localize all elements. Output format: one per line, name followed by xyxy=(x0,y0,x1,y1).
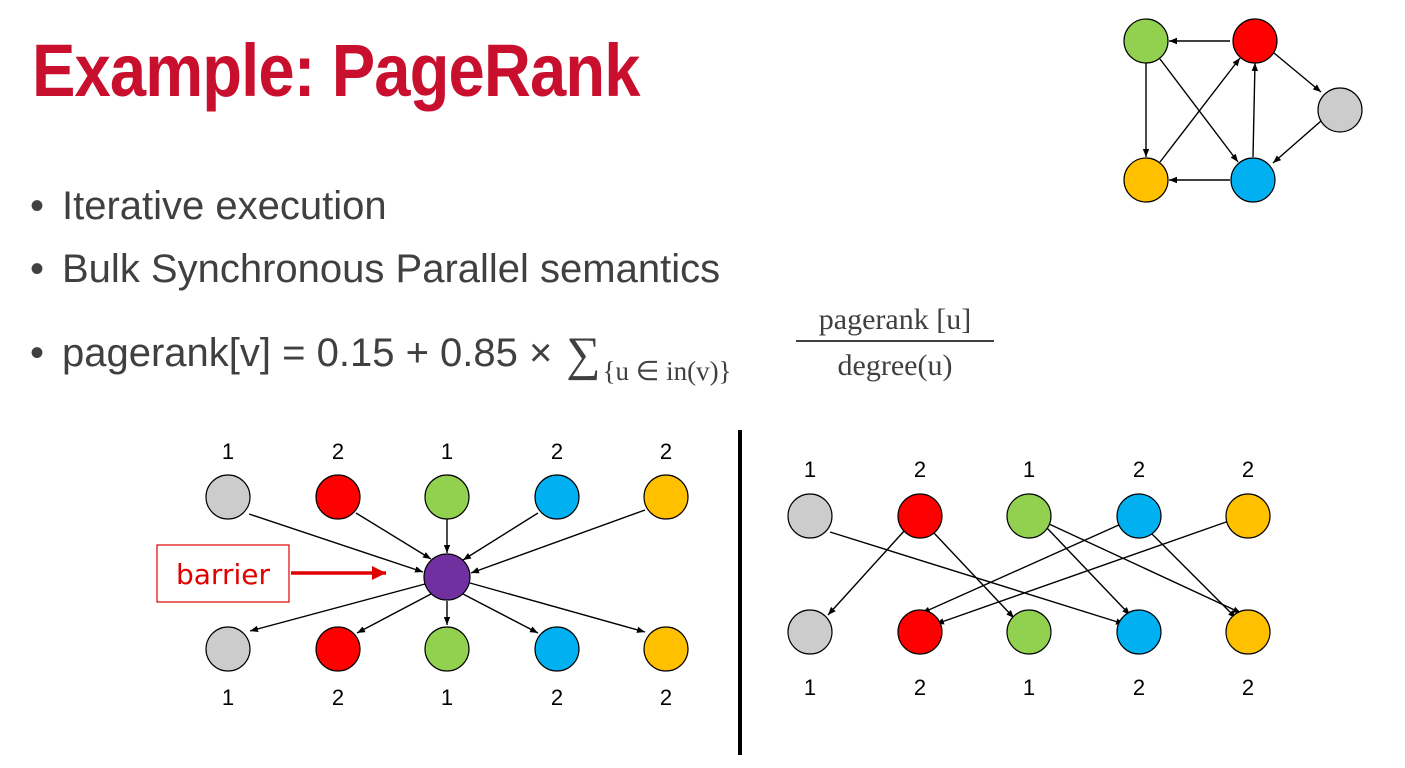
node-blue-top xyxy=(1116,493,1162,539)
bullet-iterative-execution: • Iterative execution xyxy=(30,184,387,228)
barrier-label: barrier xyxy=(176,558,270,591)
barrier-box xyxy=(156,544,290,603)
edge xyxy=(1272,120,1322,164)
edge xyxy=(1251,62,1259,158)
right-bottom-label-5: 2 xyxy=(1242,675,1254,700)
node-red-top xyxy=(897,493,943,539)
node-purple-center xyxy=(423,553,471,601)
left-top-label-5: 2 xyxy=(660,439,672,464)
bullet-text: Iterative execution xyxy=(62,184,387,228)
bullet-pagerank-formula: • pagerank[v] = 0.15 + 0.85 × ∑{u ∈ in(v)} xyxy=(30,328,732,386)
fraction-numerator: pagerank [u] xyxy=(796,300,994,342)
right-bottom-label-4: 2 xyxy=(1133,675,1145,700)
left-bottom-label-2: 2 xyxy=(332,685,344,710)
node-green xyxy=(1123,18,1169,64)
node-orange xyxy=(1123,157,1169,203)
sum-subscript: {u ∈ in(v)} xyxy=(602,356,732,386)
right-diagram: 1 2 1 2 2 1 2 1 2 2 xyxy=(787,457,1271,700)
right-top-label-5: 2 xyxy=(1242,457,1254,482)
edge xyxy=(469,582,646,633)
edge xyxy=(470,509,646,574)
edge xyxy=(462,593,539,634)
right-bottom-label-1: 1 xyxy=(804,675,816,700)
left-top-label-1: 1 xyxy=(222,439,234,464)
node-green-bottom xyxy=(424,626,470,672)
edge xyxy=(1273,52,1322,93)
edge xyxy=(1151,533,1237,619)
edge xyxy=(356,593,432,634)
node-orange-bottom xyxy=(1225,609,1271,655)
node-blue xyxy=(1230,157,1276,203)
edge xyxy=(248,513,424,573)
edge xyxy=(935,520,1230,625)
node-orange-top xyxy=(643,474,689,520)
edge xyxy=(1046,527,1131,616)
left-bottom-label-1: 1 xyxy=(222,685,234,710)
slide-title: Example: PageRank xyxy=(32,29,640,112)
node-red-bottom xyxy=(315,626,361,672)
edge xyxy=(1159,57,1241,163)
edge xyxy=(462,512,539,561)
right-top-label-2: 2 xyxy=(914,457,926,482)
formula-fraction: pagerank [u] degree(u) xyxy=(796,300,994,386)
bullet-text: Bulk Synchronous Parallel semantics xyxy=(62,247,721,291)
bullet-bsp-semantics: • Bulk Synchronous Parallel semantics xyxy=(30,247,721,291)
left-top-label-4: 2 xyxy=(551,439,563,464)
node-gray-bottom xyxy=(205,626,251,672)
left-bottom-label-5: 2 xyxy=(660,685,672,710)
node-green-top xyxy=(424,474,470,520)
node-green-bottom xyxy=(1006,609,1052,655)
node-gray xyxy=(1317,87,1363,133)
left-top-label-2: 2 xyxy=(332,439,344,464)
right-top-label-3: 1 xyxy=(1023,457,1035,482)
node-blue-bottom xyxy=(534,626,580,672)
node-blue-bottom xyxy=(1116,609,1162,655)
top-right-graph xyxy=(1123,18,1363,203)
left-bottom-label-3: 1 xyxy=(441,685,453,710)
right-top-label-1: 1 xyxy=(804,457,816,482)
left-diagram: 1 2 1 2 2 1 2 1 2 2 barrier xyxy=(156,439,689,710)
edge xyxy=(249,583,426,633)
left-top-label-3: 1 xyxy=(441,439,453,464)
fraction-denominator: degree(u) xyxy=(837,349,953,382)
node-blue-top xyxy=(534,474,580,520)
left-bottom-label-4: 2 xyxy=(551,685,563,710)
edge xyxy=(921,523,1122,614)
node-gray-bottom xyxy=(787,609,833,655)
right-bottom-label-3: 1 xyxy=(1023,675,1035,700)
node-gray-top xyxy=(787,493,833,539)
right-bottom-label-2: 2 xyxy=(914,675,926,700)
edge xyxy=(1048,523,1242,614)
node-red-bottom xyxy=(897,609,943,655)
node-red xyxy=(1232,18,1278,64)
sigma-symbol: ∑ xyxy=(566,328,601,381)
edge xyxy=(933,532,1015,619)
right-top-label-4: 2 xyxy=(1133,457,1145,482)
node-orange-top xyxy=(1225,493,1271,539)
node-orange-bottom xyxy=(643,626,689,672)
edge xyxy=(355,512,432,560)
edge xyxy=(827,529,906,616)
node-gray-top xyxy=(205,474,251,520)
node-green-top xyxy=(1006,493,1052,539)
formula-prefix: pagerank[v] = 0.15 + 0.85 × xyxy=(62,331,553,375)
node-red-top xyxy=(315,474,361,520)
